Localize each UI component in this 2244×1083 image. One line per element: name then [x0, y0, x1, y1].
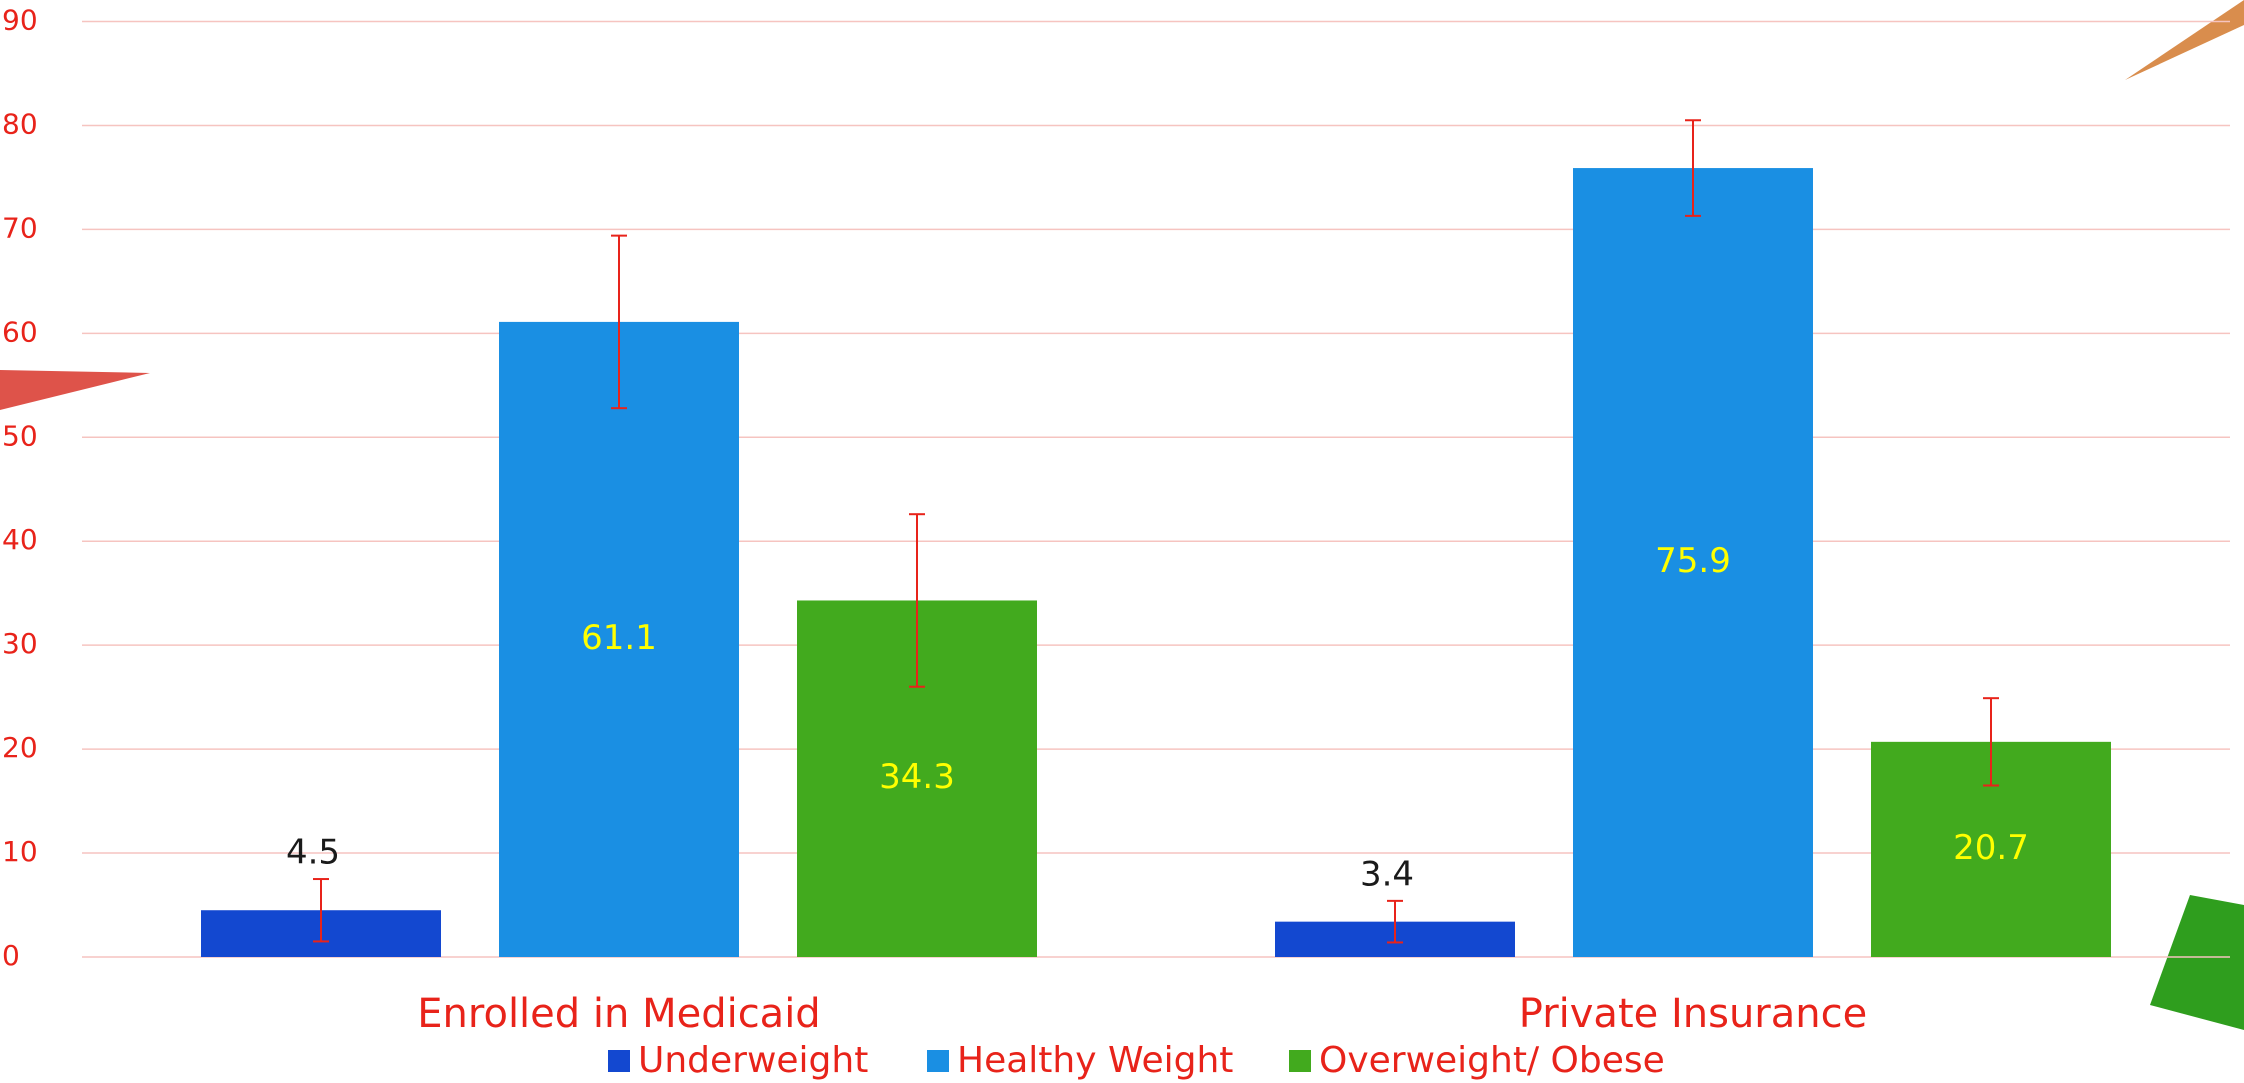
pencil-decoration	[2125, 0, 2244, 80]
y-tick-label: 20	[2, 731, 38, 764]
y-tick-label: 90	[2, 4, 38, 37]
value-label: 61.1	[581, 618, 657, 658]
legend-swatch	[608, 1050, 630, 1072]
x-tick-label: Enrolled in Medicaid	[417, 991, 820, 1037]
y-tick-label: 30	[2, 627, 38, 660]
x-tick-label: Private Insurance	[1519, 991, 1867, 1037]
legend-swatch	[927, 1050, 949, 1072]
value-label: 75.9	[1655, 541, 1731, 581]
value-label: 3.4	[1360, 854, 1414, 894]
bar	[499, 321, 739, 958]
value-label: 34.3	[879, 757, 955, 797]
y-tick-label: 80	[2, 107, 38, 140]
pencil-decoration	[0, 370, 150, 410]
legend-label: Overweight/ Obese	[1319, 1040, 1665, 1081]
y-tick-label: 40	[2, 523, 38, 556]
y-tick-label: 70	[2, 211, 38, 244]
y-tick-label: 50	[2, 419, 38, 452]
legend-label: Healthy Weight	[957, 1040, 1233, 1081]
legend-label: Underweight	[638, 1040, 868, 1081]
value-label: 4.5	[286, 833, 340, 873]
legend-swatch	[1289, 1050, 1311, 1072]
y-tick-label: 0	[2, 939, 20, 972]
y-tick-label: 60	[2, 315, 38, 348]
corner-decoration	[2150, 895, 2244, 1030]
y-tick-label: 10	[2, 835, 38, 868]
value-label: 20.7	[1953, 828, 2029, 868]
bar	[1573, 168, 1813, 958]
